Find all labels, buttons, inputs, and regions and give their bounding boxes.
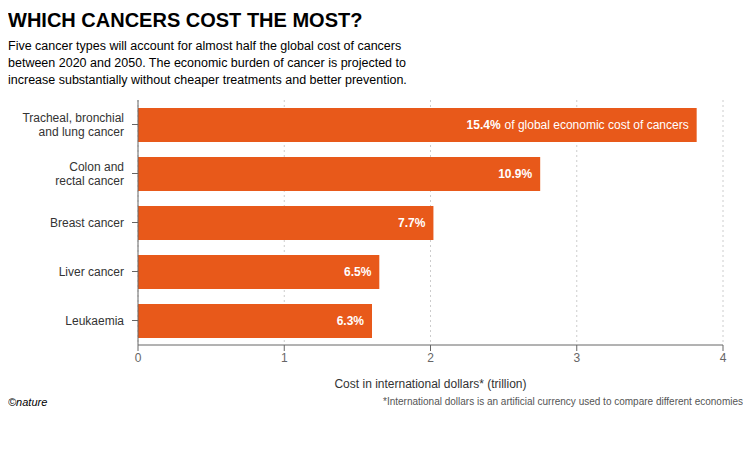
svg-text:0: 0 [135, 351, 142, 365]
svg-text:Tracheal, bronchialand lung ca: Tracheal, bronchialand lung cancer [22, 111, 124, 139]
svg-text:Breast cancer: Breast cancer [50, 216, 124, 230]
svg-text:4: 4 [720, 351, 727, 365]
svg-text:3: 3 [573, 351, 580, 365]
svg-text:Liver cancer: Liver cancer [59, 265, 124, 279]
html-text:©nature: ©nature [8, 396, 48, 408]
svg-text:2: 2 [427, 351, 434, 365]
html-text:Five cancer types will account: Five cancer types will account for almos… [8, 39, 407, 87]
svg-text:Colon andrectal cancer: Colon andrectal cancer [55, 160, 124, 188]
html-text:WHICH CANCERS COST THE MOST?: WHICH CANCERS COST THE MOST? [8, 9, 363, 31]
svg-text:6.5%: 6.5% [344, 265, 372, 279]
svg-text:7.7%: 7.7% [398, 216, 426, 230]
svg-text:6.3%: 6.3% [337, 314, 365, 328]
svg-text:Cost in international dollars*: Cost in international dollars* (trillion… [334, 377, 526, 391]
svg-text:1: 1 [281, 351, 288, 365]
svg-text:15.4%of global economic cost o: 15.4%of global economic cost of cancers [467, 118, 689, 132]
html-text:*International dollars is an a: *International dollars is an artificial … [383, 396, 743, 407]
svg-text:Leukaemia: Leukaemia [65, 314, 124, 328]
svg-text:10.9%: 10.9% [498, 167, 532, 181]
